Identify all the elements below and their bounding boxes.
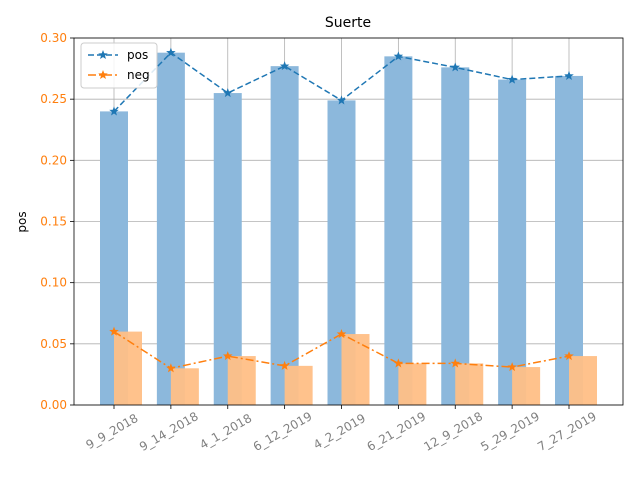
x-tick-label: 7_27_2019	[535, 409, 599, 454]
point-pos	[393, 51, 404, 61]
legend: pos neg	[80, 42, 158, 89]
bar-neg	[284, 365, 313, 405]
bar-pos	[441, 67, 470, 406]
point-pos	[109, 106, 119, 116]
legend-label-pos: pos	[127, 48, 148, 62]
point-pos	[166, 47, 176, 57]
point-neg	[336, 329, 347, 339]
point-neg	[222, 351, 233, 361]
x-tick-label: 6_21_2019	[365, 409, 429, 454]
point-pos	[450, 62, 461, 72]
point-pos	[507, 74, 517, 84]
x-tick-label: 6_12_2019	[251, 409, 315, 454]
legend-marker-pos	[98, 50, 108, 60]
legend-marker-neg	[98, 70, 108, 80]
point-neg	[279, 360, 290, 370]
x-tick-label: 12_9_2018	[421, 409, 485, 454]
bar-pos	[384, 56, 413, 405]
bars	[100, 52, 597, 406]
bar-neg	[569, 356, 597, 405]
bar-neg	[170, 368, 199, 405]
x-tick-label: 4_2_2019	[311, 411, 368, 452]
y-tick-label: 0.20	[40, 153, 67, 167]
x-tick-label: 9_14_2018	[137, 409, 201, 454]
x-tick-label: 5_29_2019	[478, 409, 542, 454]
point-neg	[166, 363, 176, 373]
x-tick-label: 9_9_2018	[83, 411, 140, 452]
y-tick-label: 0.00	[40, 398, 67, 412]
legend-label-neg: neg	[127, 68, 150, 82]
point-neg	[109, 326, 119, 336]
bar-neg	[114, 331, 142, 405]
bar-neg	[227, 356, 256, 405]
point-neg	[450, 358, 461, 368]
point-pos	[564, 70, 574, 80]
bar-pos	[156, 52, 185, 406]
y-tick-label: 0.30	[40, 31, 67, 45]
series-line-neg	[113, 330, 570, 370]
point-pos	[279, 61, 290, 71]
plot-frame	[73, 37, 624, 406]
point-pos	[336, 95, 347, 105]
point-neg	[507, 362, 517, 372]
bar-neg	[512, 367, 541, 405]
y-tick-label: 0.10	[40, 276, 67, 290]
bar-pos	[555, 75, 583, 405]
point-neg	[393, 358, 404, 368]
bar-pos	[270, 66, 299, 406]
y-tick-label: 0.25	[40, 92, 67, 106]
bar-neg	[398, 363, 427, 405]
point-neg	[564, 351, 574, 361]
y-axis-label: pos	[15, 211, 29, 232]
x-tick-label: 4_1_2018	[197, 411, 254, 452]
bar-pos	[498, 79, 527, 406]
y-tick-label: 0.05	[40, 337, 67, 351]
bar-neg	[341, 334, 370, 405]
y-tick-label: 0.15	[40, 215, 67, 229]
chart-title: Suerte	[325, 15, 371, 31]
bar-neg	[455, 363, 484, 405]
point-pos	[222, 88, 233, 98]
